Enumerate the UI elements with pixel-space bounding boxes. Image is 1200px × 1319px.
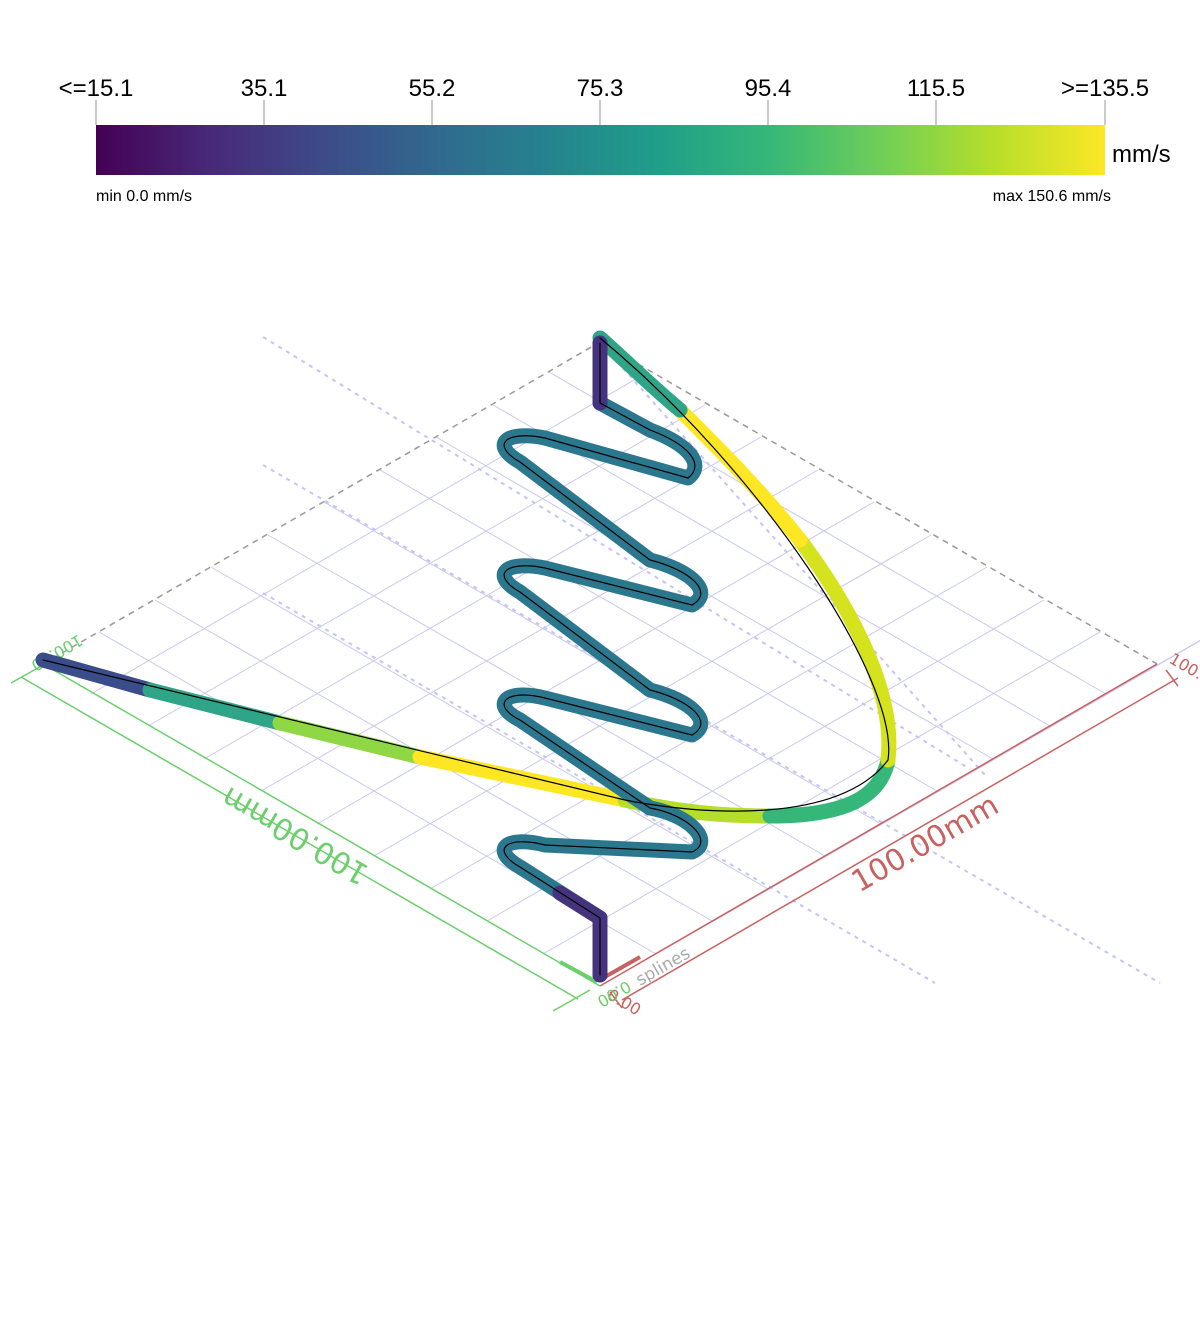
x-axis-dimension	[599, 663, 1179, 1009]
colorbar-tick-label: 55.2	[409, 75, 456, 102]
x-axis-length-label: 100.00mm	[846, 788, 1005, 900]
toolpath-centerline	[503, 342, 702, 976]
toolpath-diagonal-segment	[142, 682, 288, 731]
toolpath-diagonal-segment	[272, 715, 428, 765]
speed-colorbar: <=15.1 35.1 55.2 75.3 95.4 115.5 >=135.5…	[59, 75, 1171, 205]
x-axis-end-label: 100.00	[1166, 649, 1200, 693]
toolpath	[35, 330, 897, 983]
colorbar-tick-marks	[95, 100, 1106, 125]
colorbar-unit: mm/s	[1112, 141, 1171, 168]
toolpath-curve-segment	[672, 402, 808, 548]
colorbar-tick-label: 75.3	[577, 75, 624, 102]
colorbar-min-label: min 0.0 mm/s	[96, 188, 192, 205]
y-axis-length-label: 100.00mm	[216, 779, 375, 891]
toolpath-diagonal-segment	[412, 749, 633, 808]
colorbar-max-label: max 150.6 mm/s	[993, 188, 1111, 205]
colorbar-tick-label: 35.1	[241, 75, 288, 102]
toolpath-diagonal-segment	[35, 652, 158, 698]
x-axis-origin-marker	[602, 955, 641, 980]
colorbar-tick-label: <=15.1	[59, 75, 134, 102]
colorbar-tick-label: 115.5	[907, 75, 965, 102]
plate-back-edges	[42, 341, 1158, 665]
y-axis-dimension	[10, 663, 601, 1012]
toolpath-curve-segment	[792, 532, 897, 768]
y-axis-origin-marker	[559, 960, 598, 984]
colorbar-tick-label: >=135.5	[1061, 75, 1149, 102]
colorbar-gradient	[96, 125, 1105, 175]
colorbar-tick-label: 95.4	[745, 75, 792, 102]
toolpath-centerline	[42, 337, 890, 812]
toolpath-curve-segment	[762, 752, 896, 824]
